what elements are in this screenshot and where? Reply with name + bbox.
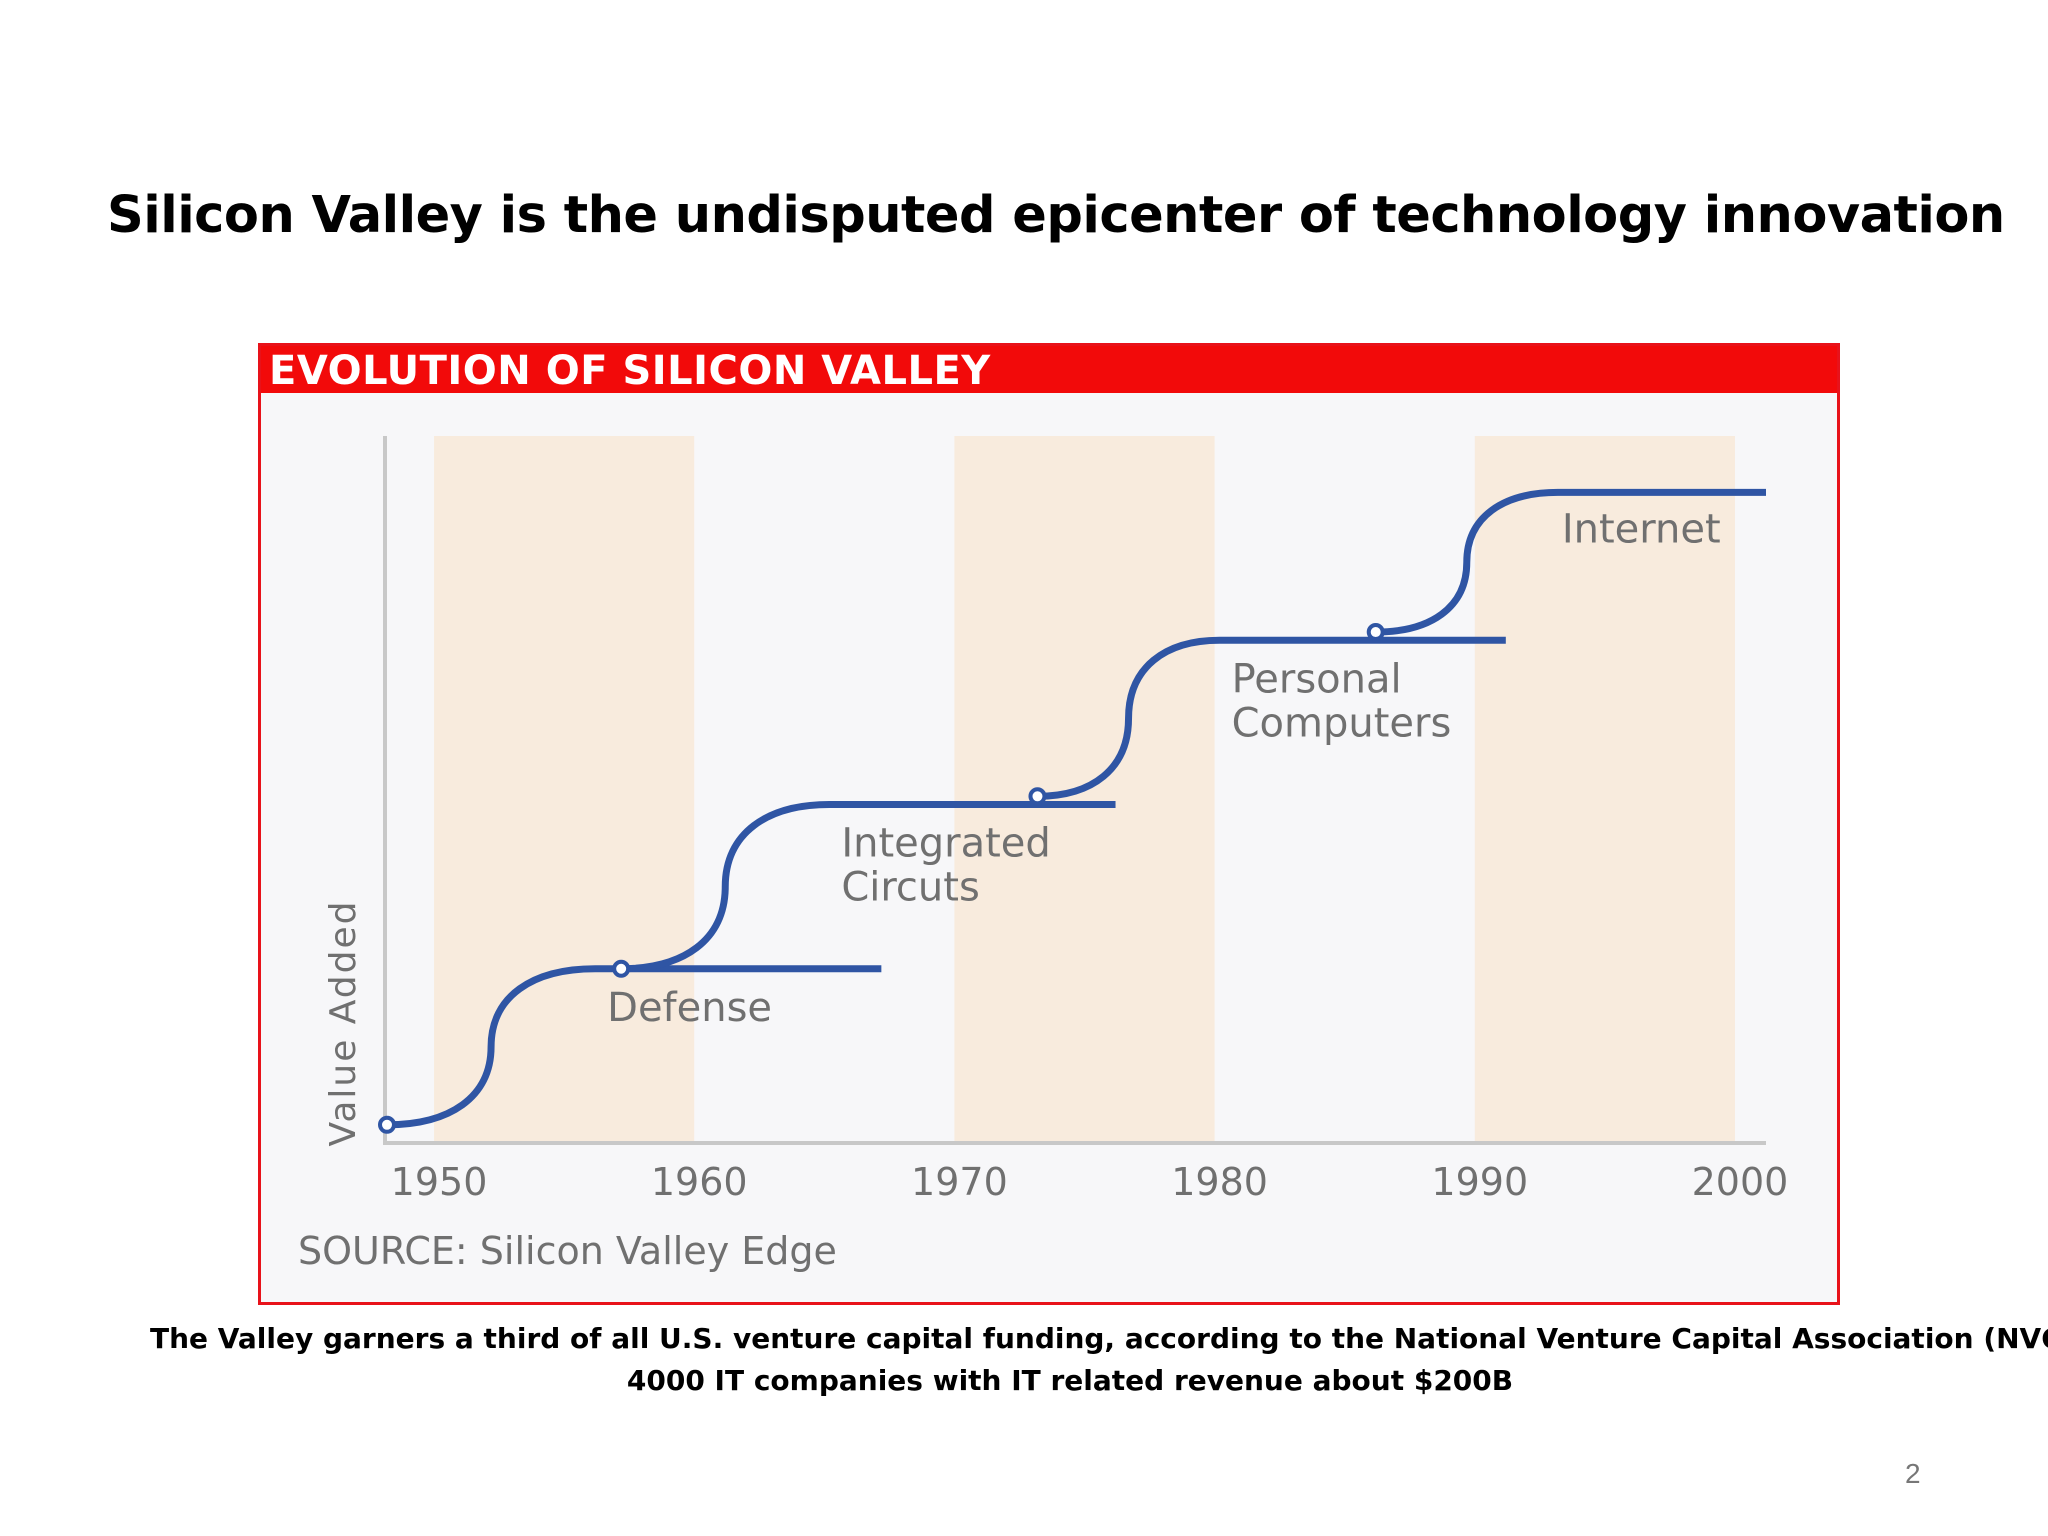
series-start-marker-1: [612, 959, 631, 978]
caption-line-2: 4000 IT companies with IT related revenu…: [626, 1364, 1514, 1397]
decade-band-0: [434, 436, 695, 1143]
slide-title: Silicon Valley is the undisputed epicent…: [107, 186, 2005, 245]
chart-plot: 1950 1960 1970 1980 1990 2000 Value Added Defen…: [298, 436, 1789, 1273]
x-tick-label: 1970: [911, 1160, 1008, 1204]
series-start-marker-2: [1028, 787, 1047, 806]
chart-header: EVOLUTION OF SILICON VALLEY: [261, 346, 1837, 394]
x-tick-label: 1950: [391, 1160, 488, 1204]
series-line-2: [1037, 636, 1506, 800]
x-tick-label: 1980: [1171, 1160, 1268, 1204]
x-tick-label: 1960: [651, 1160, 748, 1204]
x-tick-label: 2000: [1692, 1160, 1789, 1204]
series-line-1: [621, 801, 1116, 973]
decade-band-2: [1474, 436, 1735, 1143]
series-label-1: Integrated Circuts: [841, 821, 1050, 911]
y-axis-label: Value Added: [323, 900, 364, 1147]
page-number: 2: [1905, 1458, 1921, 1489]
series-label-3: Internet: [1562, 506, 1721, 552]
caption-line-1: The Valley garners a third of all U.S. v…: [150, 1322, 2048, 1355]
series-label-0: Defense: [607, 985, 772, 1031]
series-line-0: [386, 965, 882, 1129]
series-start-marker-0: [378, 1115, 396, 1134]
series-start-marker-3: [1366, 623, 1385, 642]
chart-frame: 1950 1960 1970 1980 1990 2000 Value Added Defen…: [258, 343, 1840, 1305]
chart-source: SOURCE: Silicon Valley Edge: [298, 1229, 837, 1273]
series-line-3: [1375, 488, 1766, 636]
chart-title: EVOLUTION OF SILICON VALLEY: [269, 348, 991, 394]
series-label-2: Personal Computers: [1232, 656, 1452, 746]
x-tick-label: 1990: [1431, 1160, 1528, 1204]
